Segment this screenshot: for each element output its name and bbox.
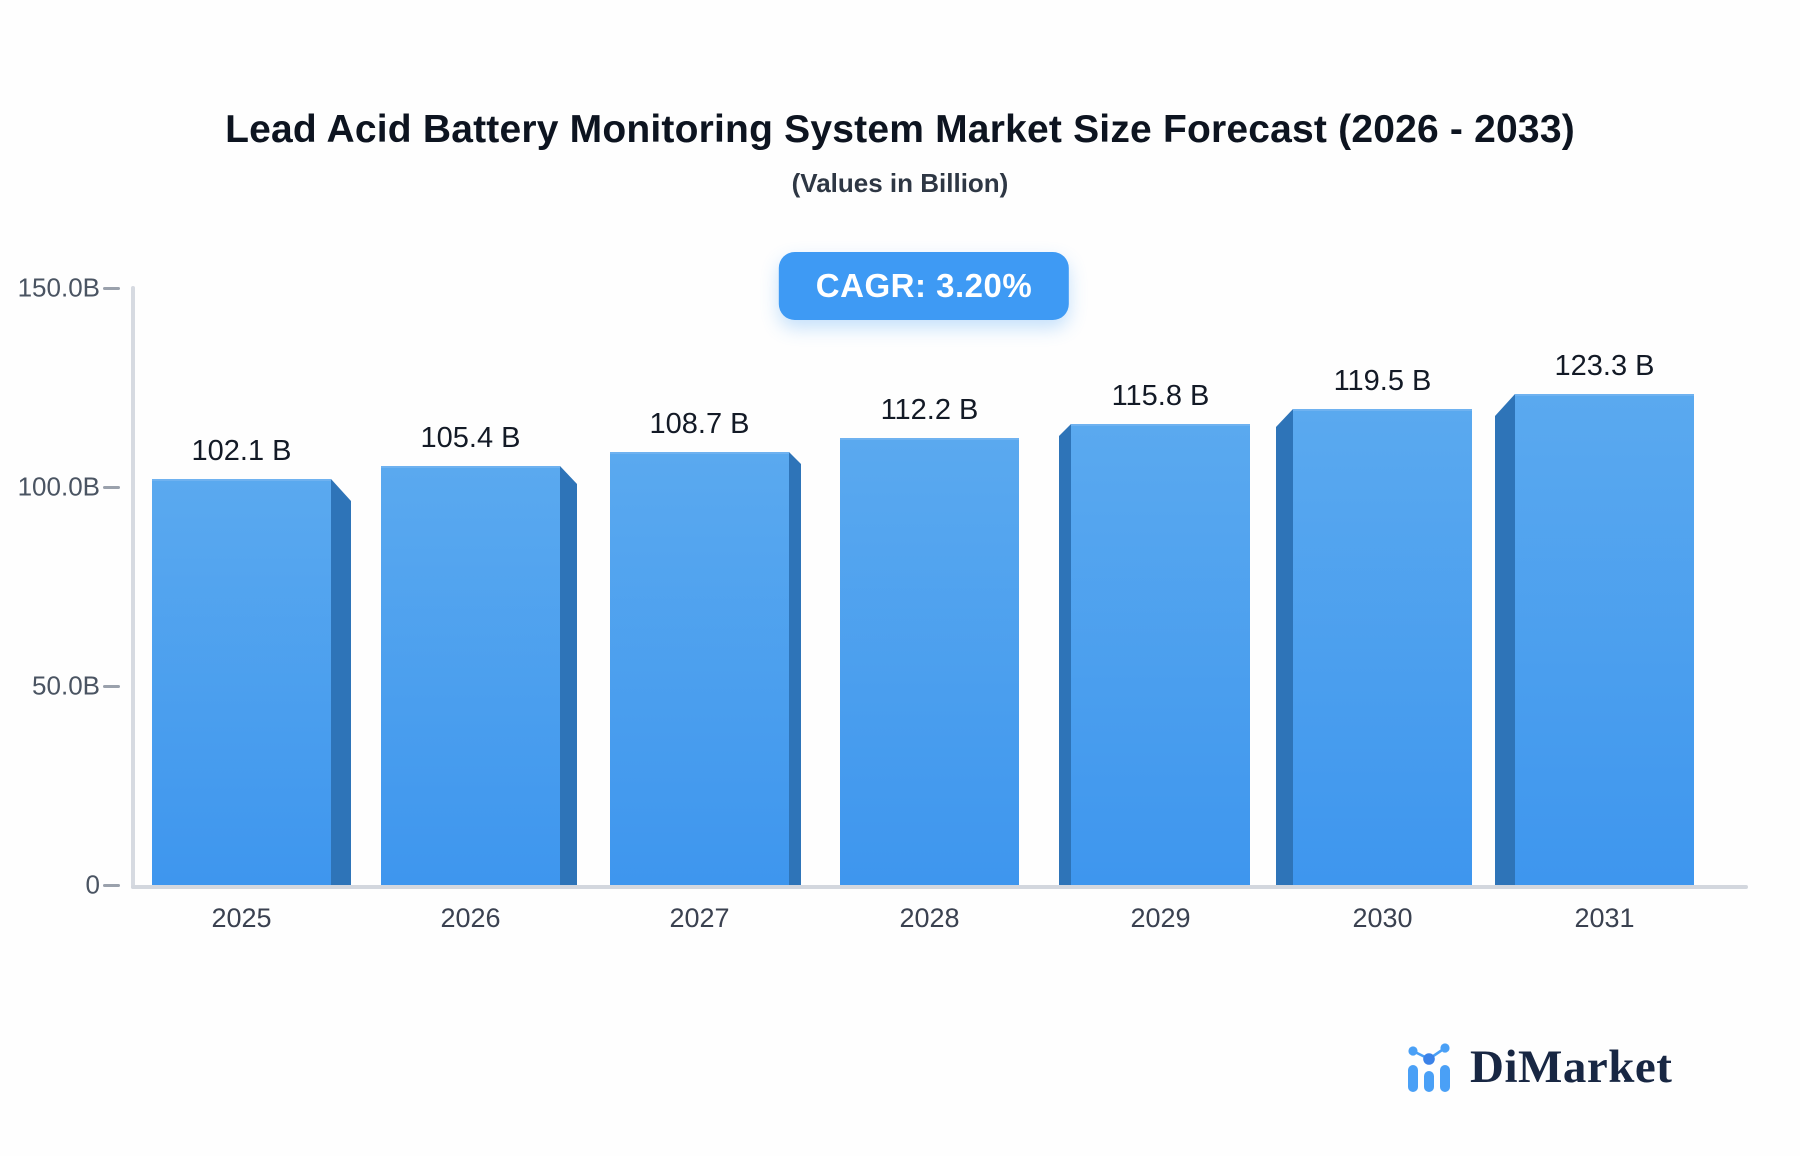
bar-value-label: 119.5 B (1333, 365, 1432, 397)
chart-title: Lead Acid Battery Monitoring System Mark… (225, 108, 1575, 151)
bar-face (381, 466, 560, 885)
y-tick-label: 50.0B (32, 670, 100, 701)
bar-2025[interactable] (152, 479, 351, 885)
cagr-badge: CAGR: 3.20% (778, 252, 1070, 320)
bar-side (1495, 394, 1515, 885)
bar-side (1276, 409, 1293, 885)
bar-face (610, 452, 789, 885)
bar-face (1293, 409, 1472, 885)
bar-side (789, 452, 801, 885)
bar-value-label: 105.4 B (420, 422, 521, 454)
bar-value-label: 108.7 B (649, 408, 750, 440)
bar-face (1515, 394, 1694, 885)
chart-subtitle: (Values in Billion) (791, 168, 1009, 198)
bar-2028[interactable] (840, 438, 1019, 885)
x-tick-label-2028: 2028 (899, 903, 960, 933)
x-tick-label-2027: 2027 (669, 903, 730, 933)
bar-side (560, 466, 577, 885)
x-tick-label-2029: 2029 (1130, 903, 1191, 933)
bar-value-label: 123.3 B (1554, 350, 1655, 382)
logo-text: DiMarket (1470, 1041, 1673, 1093)
bar-chart-logo-icon (1404, 1040, 1456, 1094)
bar-value-label: 102.1 B (191, 435, 292, 467)
bar-value-label: 115.8 B (1111, 380, 1210, 412)
x-tick-label-2030: 2030 (1352, 903, 1413, 933)
x-tick-label-2026: 2026 (440, 903, 501, 933)
x-tick-label-2025: 2025 (211, 903, 272, 933)
x-tick-label-2031: 2031 (1574, 903, 1635, 933)
y-tick-label: 0 (85, 869, 100, 900)
bar-2029[interactable] (1059, 424, 1250, 885)
bar-2026[interactable] (381, 466, 577, 885)
bar-2031[interactable] (1495, 394, 1694, 885)
bar-face (840, 438, 1019, 885)
bar-face (152, 479, 331, 885)
bar-2027[interactable] (610, 452, 801, 885)
y-tick-label: 100.0B (17, 471, 100, 502)
y-tick-mark (103, 287, 120, 290)
bar-value-label: 112.2 B (880, 394, 979, 426)
dimarket-logo[interactable]: DiMarket (1404, 1040, 1672, 1094)
bar-face (1071, 424, 1250, 885)
y-axis (131, 286, 135, 889)
x-axis (131, 885, 1748, 889)
bar-2030[interactable] (1276, 409, 1472, 885)
y-tick-mark (103, 486, 120, 489)
bar-side (331, 479, 351, 885)
bar-side (1059, 424, 1071, 885)
y-tick-mark (103, 685, 120, 688)
y-tick-label: 150.0B (17, 272, 100, 303)
y-tick-mark (103, 884, 120, 887)
